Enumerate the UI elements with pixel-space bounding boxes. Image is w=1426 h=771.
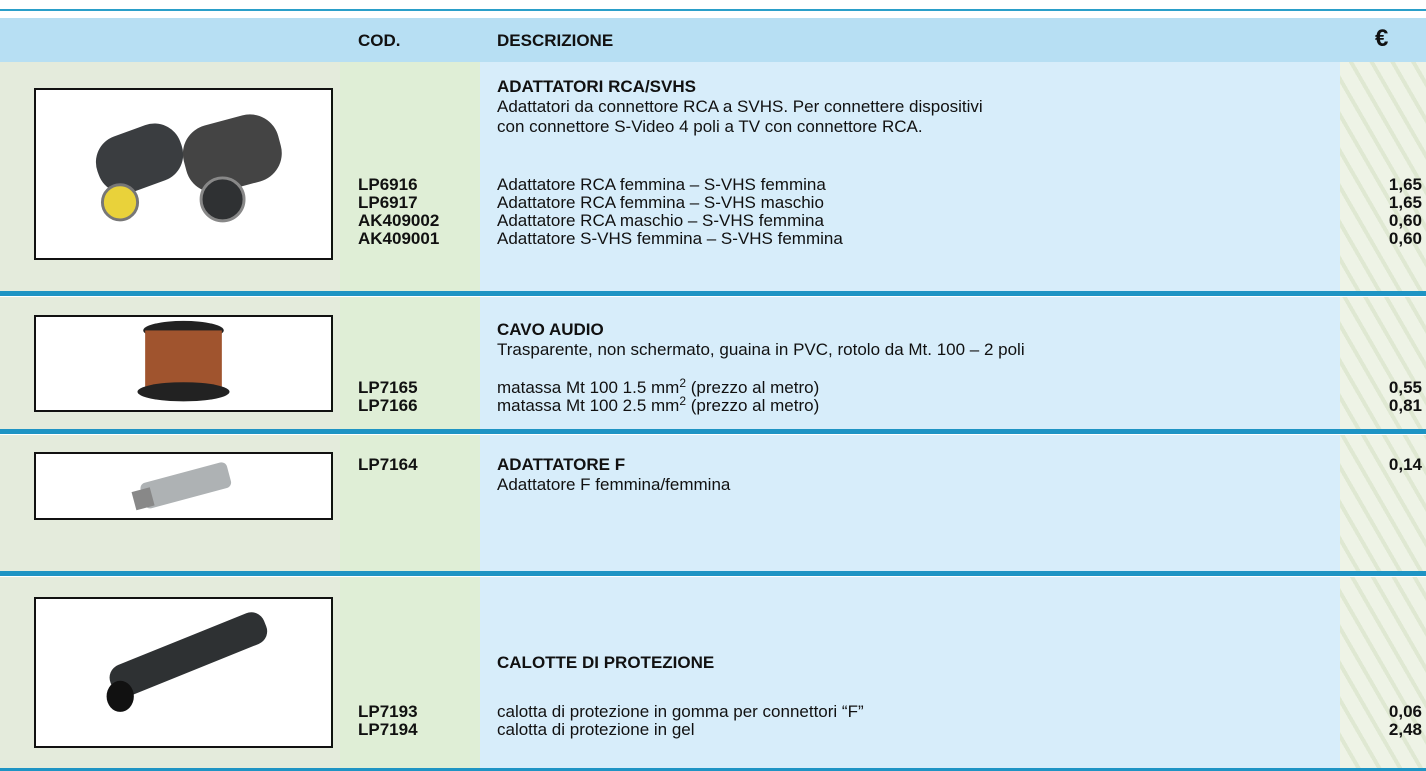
separator (0, 571, 1426, 576)
separator (0, 429, 1426, 434)
item-price: 0,06 (1388, 702, 1422, 721)
product-image (34, 597, 333, 748)
item-code: LP7166 (358, 396, 418, 415)
item-description: Adattatore S-VHS femmina – S-VHS femmina (497, 229, 843, 248)
header-price: € (1375, 25, 1389, 52)
product-image (34, 88, 333, 260)
superscript: 2 (679, 376, 687, 390)
section-title: CALOTTE DI PROTEZIONE (497, 653, 715, 672)
item-price: 0,81 (1388, 396, 1422, 415)
item-price: 0,60 (1388, 211, 1422, 230)
description-text: matassa Mt 100 1.5 mm (497, 378, 680, 397)
header-band (0, 18, 1426, 62)
code-column (340, 577, 480, 768)
price-column (1340, 297, 1426, 429)
item-code: AK409002 (358, 211, 440, 230)
item-price: 0,14 (1388, 455, 1422, 474)
item-description: Adattatore RCA femmina – S-VHS femmina (497, 175, 826, 194)
description-column (480, 435, 1340, 571)
code-column (340, 435, 480, 571)
product-image (34, 315, 333, 412)
section-title: CAVO AUDIO (497, 320, 604, 339)
product-photo (131, 462, 232, 511)
item-price: 0,60 (1388, 229, 1422, 248)
price-column (1340, 577, 1426, 768)
item-code: LP7194 (358, 720, 418, 739)
section-title: ADATTATORI RCA/SVHS (497, 77, 696, 96)
section-text: con connettore S-Video 4 poli a TV con c… (497, 117, 923, 136)
top-line (0, 9, 1426, 11)
item-description: matassa Mt 100 1.5 mm2 (prezzo al metro) (497, 376, 820, 398)
item-code: LP7193 (358, 702, 418, 721)
separator (0, 768, 1426, 771)
description-column (480, 297, 1340, 429)
item-price: 0,55 (1388, 378, 1422, 397)
separator (0, 291, 1426, 296)
code-column (340, 297, 480, 429)
item-description: Adattatore RCA maschio – S-VHS femmina (497, 211, 824, 230)
item-price: 1,65 (1388, 193, 1422, 212)
price-column (1340, 62, 1426, 291)
item-description: Adattatore RCA femmina – S-VHS maschio (497, 193, 824, 212)
superscript: 2 (679, 394, 687, 408)
description-text: (prezzo al metro) (686, 378, 820, 397)
product-photo (95, 114, 282, 223)
section-text: Trasparente, non schermato, guaina in PV… (497, 340, 1025, 359)
section-text: Adattatore F femmina/femmina (497, 475, 731, 494)
description-column (480, 577, 1340, 768)
item-price: 2,48 (1388, 720, 1422, 739)
item-price: 1,65 (1388, 175, 1422, 194)
product-image (34, 452, 333, 520)
price-column (1340, 435, 1426, 571)
item-code: AK409001 (358, 229, 440, 248)
section-title: ADATTATORE F (497, 455, 626, 474)
header-description: DESCRIZIONE (497, 31, 614, 50)
item-code: LP7165 (358, 378, 418, 397)
item-code: LP6916 (358, 175, 418, 194)
item-description: calotta di protezione in gomma per conne… (497, 702, 864, 721)
description-text: matassa Mt 100 2.5 mm (497, 396, 680, 415)
code-column (340, 62, 480, 291)
item-code: LP6917 (358, 193, 418, 212)
description-text: (prezzo al metro) (686, 396, 820, 415)
product-photo (106, 612, 268, 712)
product-photo (137, 320, 230, 402)
header-code: COD. (358, 31, 401, 50)
item-code: LP7164 (358, 455, 418, 474)
section-text: Adattatori da connettore RCA a SVHS. Per… (497, 97, 983, 116)
item-description: calotta di protezione in gel (497, 720, 695, 739)
item-description: matassa Mt 100 2.5 mm2 (prezzo al metro) (497, 394, 820, 416)
description-column (480, 62, 1340, 291)
